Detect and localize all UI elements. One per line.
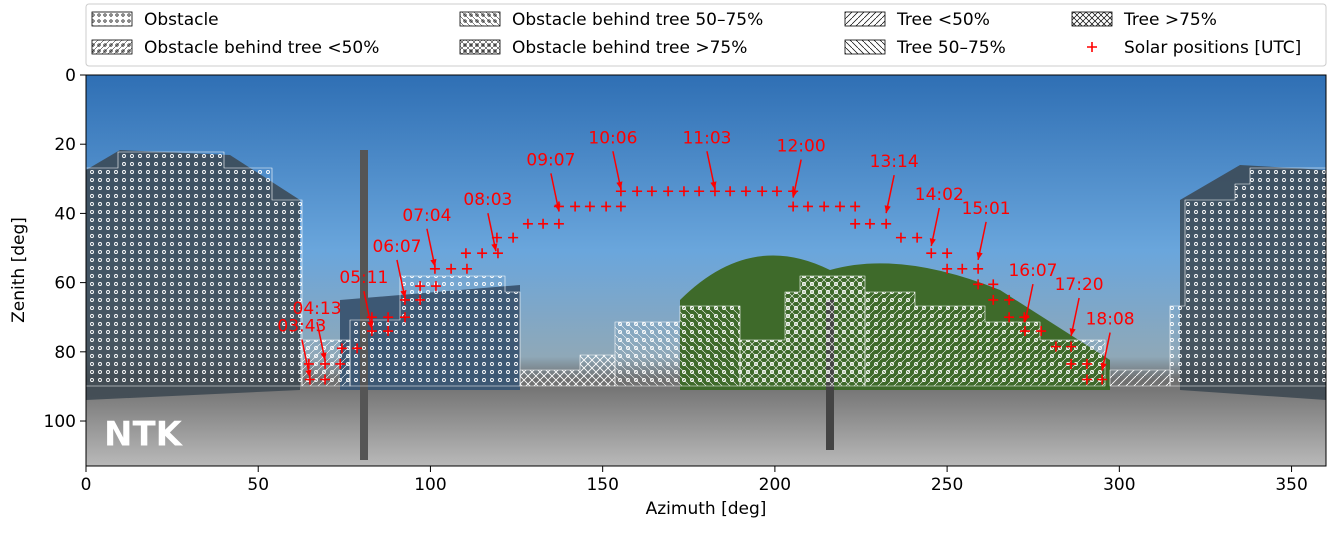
- x-tick-label: 350: [1275, 475, 1307, 495]
- annotation-label: 15:01: [962, 199, 1011, 219]
- x-tick-label: 150: [586, 475, 618, 495]
- y-tick-label: 0: [65, 66, 76, 86]
- legend-label: Tree >75%: [1123, 10, 1217, 30]
- legend-label: Obstacle: [144, 10, 219, 30]
- page: {"chart_data": { "type": "scatter", "x_l…: [0, 0, 1333, 533]
- y-tick-label: 20: [54, 135, 76, 155]
- legend-swatch: [460, 40, 500, 54]
- y-tick-label: 80: [54, 343, 76, 363]
- annotation-label: 17:20: [1055, 275, 1104, 295]
- annotation-label: 12:00: [777, 137, 826, 157]
- legend-swatch: [92, 40, 132, 54]
- annotation-label: 18:08: [1086, 310, 1135, 330]
- y-tick-label: 100: [44, 412, 76, 432]
- legend-label: Obstacle behind tree <50%: [144, 38, 379, 58]
- annotation-label: 08:03: [463, 190, 512, 210]
- y-axis-label: Zenith [deg]: [9, 217, 29, 323]
- x-axis-label: Azimuth [deg]: [646, 499, 767, 519]
- annotation-label: 04:13: [293, 299, 342, 319]
- annotation-label: 10:06: [588, 128, 637, 148]
- annotation-label: 07:04: [402, 206, 451, 226]
- legend-swatch: [845, 40, 885, 54]
- x-tick-label: 100: [414, 475, 446, 495]
- y-tick-label: 60: [54, 274, 76, 294]
- x-tick-label: 0: [81, 475, 92, 495]
- legend-label: Tree <50%: [896, 10, 990, 30]
- annotation-label: 13:14: [870, 152, 919, 172]
- legend-label: Tree 50–75%: [896, 38, 1006, 58]
- legend-swatch: [92, 12, 132, 26]
- x-tick-label: 250: [931, 475, 963, 495]
- legend-label: Solar positions [UTC]: [1124, 38, 1301, 58]
- annotation-label: 11:03: [682, 128, 731, 148]
- legend-swatch: [460, 12, 500, 26]
- x-tick-label: 50: [247, 475, 269, 495]
- chart: NTK Azimuth [deg] Zenith [deg] 0 50 100 150…: [0, 0, 1333, 529]
- annotation-label: 14:02: [915, 185, 964, 205]
- legend-label: Obstacle behind tree >75%: [512, 38, 747, 58]
- y-tick-label: 40: [54, 204, 76, 224]
- legend-label: Obstacle behind tree 50–75%: [512, 10, 763, 30]
- annotation-label: 05:11: [339, 268, 388, 288]
- annotation-label: 16:07: [1008, 261, 1057, 281]
- legend-swatch: [845, 12, 885, 26]
- x-tick-label: 300: [1103, 475, 1135, 495]
- annotation-label: 09:07: [526, 150, 575, 170]
- annotation-label: 06:07: [372, 237, 421, 257]
- legend-swatch: [1072, 12, 1112, 26]
- watermark: NTK: [104, 415, 184, 455]
- x-tick-label: 200: [759, 475, 791, 495]
